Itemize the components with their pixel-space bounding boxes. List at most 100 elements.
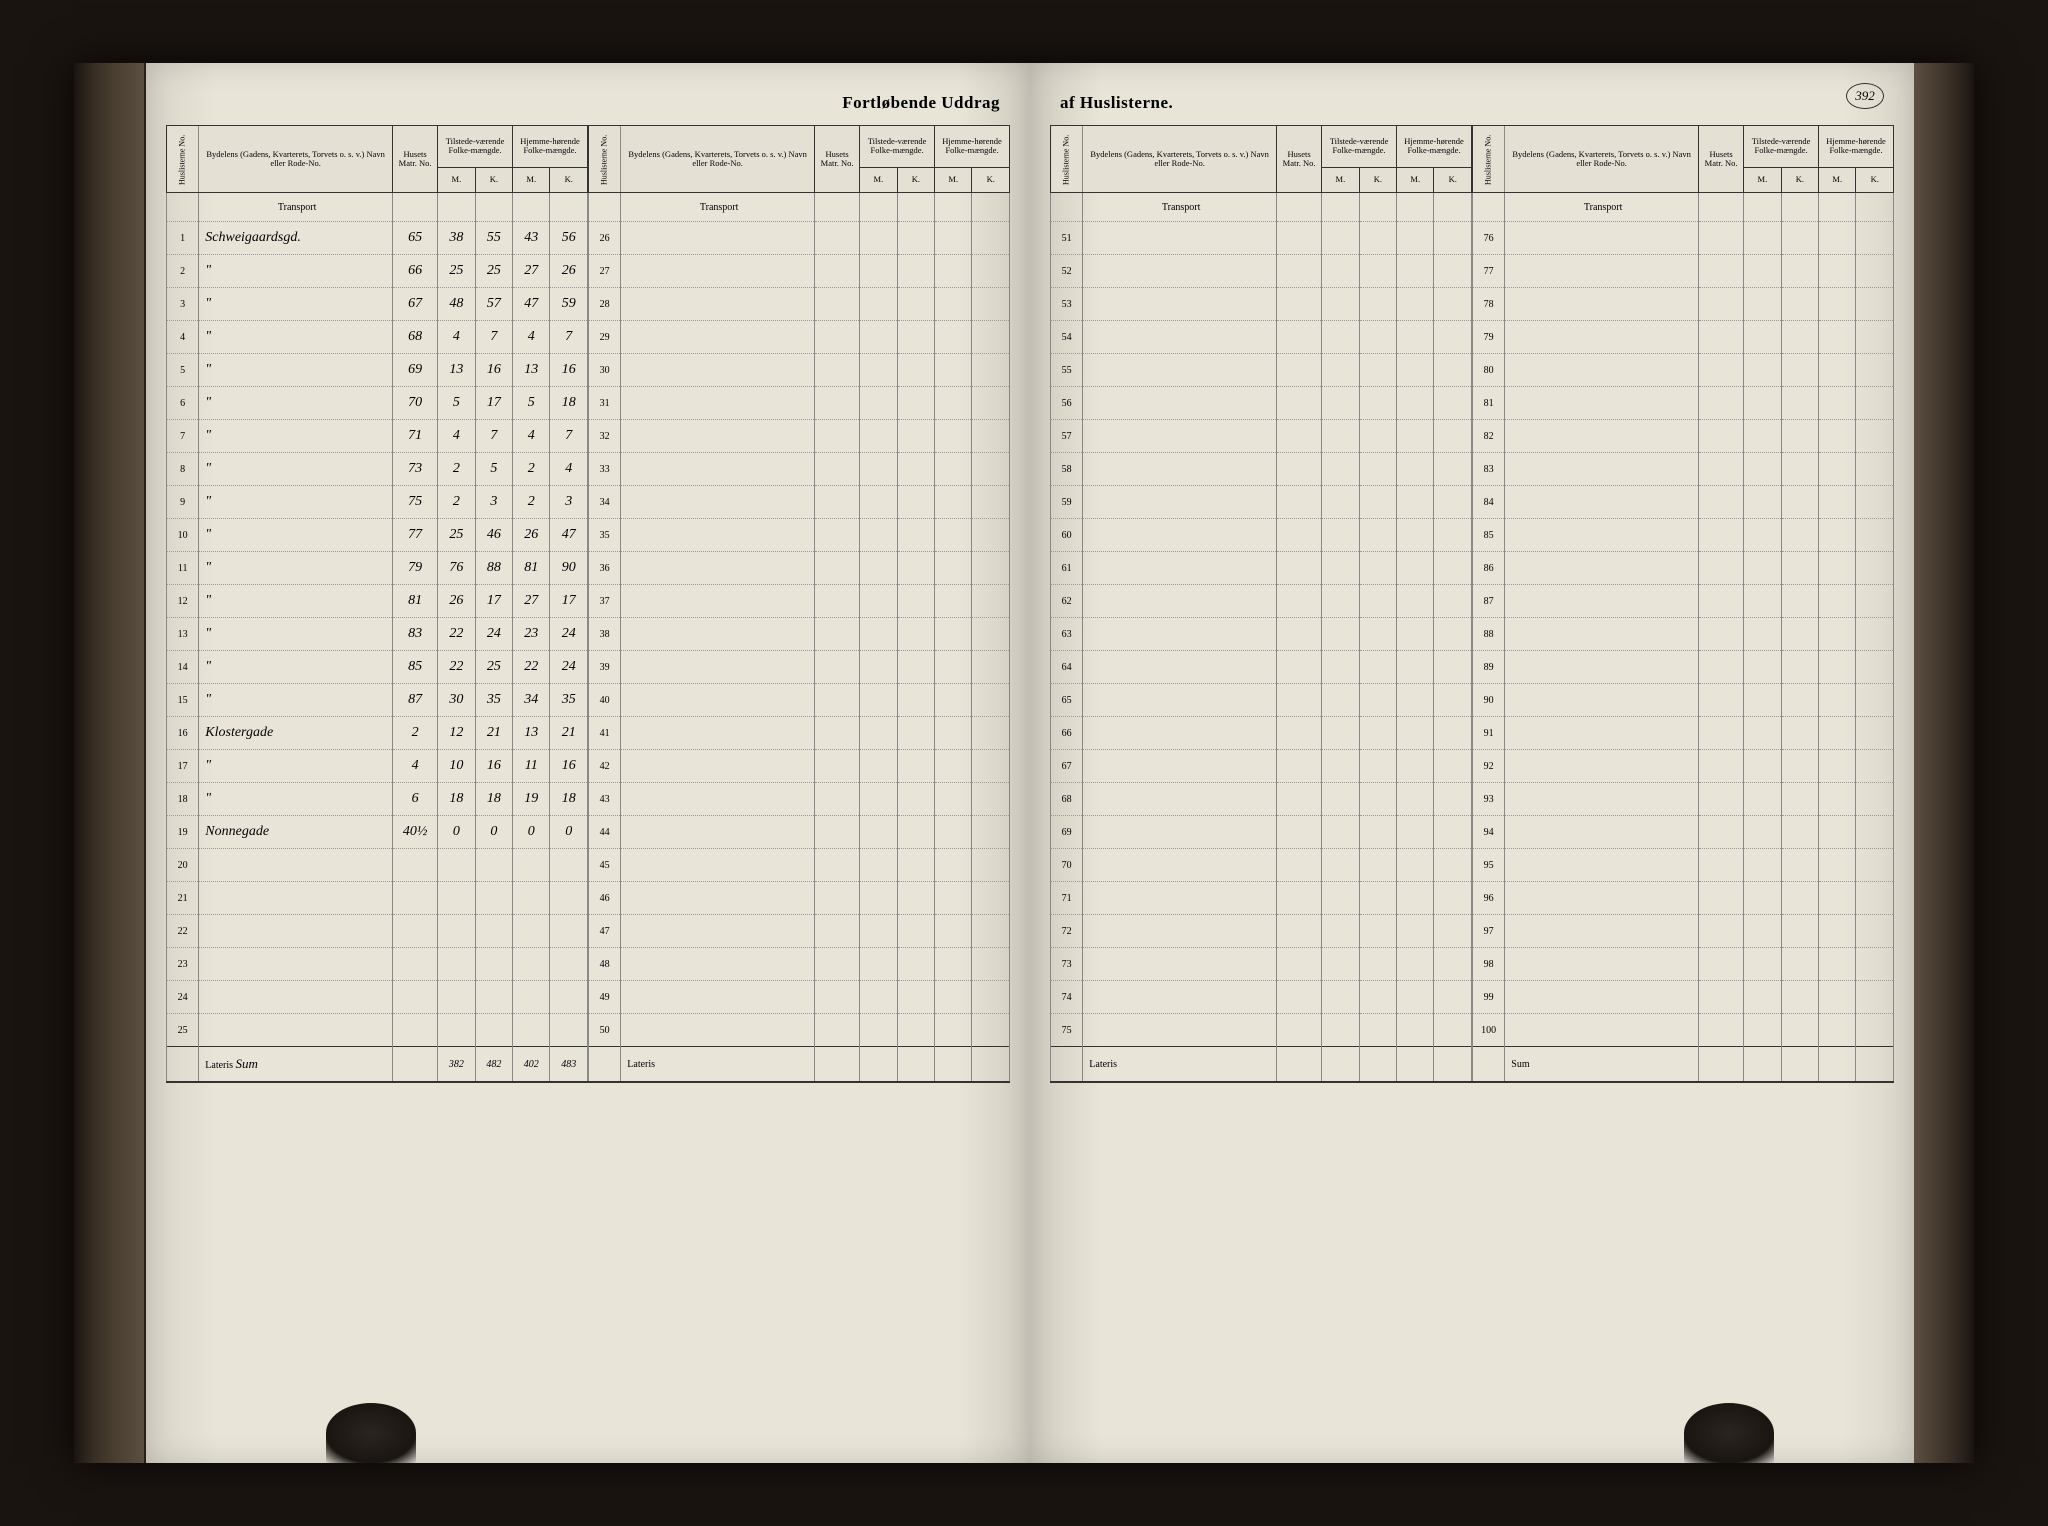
table-row: Lateris Sum382482402483: [167, 1047, 588, 1083]
col-k: K.: [550, 167, 588, 192]
table-row: 29: [589, 321, 1010, 354]
table-row: 51: [1051, 222, 1472, 255]
table-row: 20: [167, 849, 588, 882]
table-row: 88: [1473, 618, 1894, 651]
table-row: 44: [589, 816, 1010, 849]
table-row: 32: [589, 420, 1010, 453]
page-title-right: af Huslisterne.: [1050, 93, 1894, 113]
table-row: 78: [1473, 288, 1894, 321]
ledger-book: Fortløbende Uddrag Huslisterne No. Bydel…: [74, 63, 1974, 1463]
table-row: 18"618181918: [167, 783, 588, 816]
table-row: 36: [589, 552, 1010, 585]
table-row: 100: [1473, 1014, 1894, 1047]
book-spine-left: [74, 63, 146, 1463]
table-row: 96: [1473, 882, 1894, 915]
table-row: 50: [589, 1014, 1010, 1047]
table-row: 35: [589, 519, 1010, 552]
table-row: 55: [1051, 354, 1472, 387]
table-row: 47: [589, 915, 1010, 948]
table-row: 1Schweigaardsgd.6538554356: [167, 222, 588, 255]
table-row: 87: [1473, 585, 1894, 618]
table-row: 83: [1473, 453, 1894, 486]
page-number: 392: [1846, 83, 1884, 109]
col-m: M.: [438, 167, 475, 192]
table-row: 70: [1051, 849, 1472, 882]
table-row: 58: [1051, 453, 1472, 486]
table-row: 17"410161116: [167, 750, 588, 783]
table-row: 97: [1473, 915, 1894, 948]
table-row: 41: [589, 717, 1010, 750]
table-row: 81: [1473, 387, 1894, 420]
col-husets: Husets Matr. No.: [392, 126, 437, 193]
table-row: 4"684747: [167, 321, 588, 354]
col-bydel: Bydelens (Gadens, Kvarterets, Torvets o.…: [199, 126, 393, 193]
table-row: 80: [1473, 354, 1894, 387]
table-row: 52: [1051, 255, 1472, 288]
book-clip-right: [1684, 1403, 1774, 1463]
table-row: 66: [1051, 717, 1472, 750]
table-row: 79: [1473, 321, 1894, 354]
table-row: 62: [1051, 585, 1472, 618]
table-row: 12"8126172717: [167, 585, 588, 618]
table-block-2: Huslisterne No. Bydelens (Gadens, Kvarte…: [588, 125, 1010, 1083]
table-row: 85: [1473, 519, 1894, 552]
table-row: Transport: [1051, 193, 1472, 222]
table-row: Lateris: [1051, 1047, 1472, 1083]
table-row: 42: [589, 750, 1010, 783]
table-row: 31: [589, 387, 1010, 420]
table-row: 45: [589, 849, 1010, 882]
table-row: Sum: [1473, 1047, 1894, 1083]
table-row: 67: [1051, 750, 1472, 783]
table-row: 26: [589, 222, 1010, 255]
table-row: 64: [1051, 651, 1472, 684]
table-row: 84: [1473, 486, 1894, 519]
table-row: 56: [1051, 387, 1472, 420]
table-row: 28: [589, 288, 1010, 321]
table-row: 82: [1473, 420, 1894, 453]
table-row: Lateris: [589, 1047, 1010, 1083]
table-row: 15"8730353435: [167, 684, 588, 717]
table-row: 74: [1051, 981, 1472, 1014]
table-row: 86: [1473, 552, 1894, 585]
left-page: Fortløbende Uddrag Huslisterne No. Bydel…: [146, 63, 1030, 1463]
right-page: 392 af Huslisterne. Huslisterne No. Byde…: [1030, 63, 1914, 1463]
table-block-4: Huslisterne No. Bydelens (Gadens, Kvarte…: [1472, 125, 1894, 1083]
table-row: 2"6625252726: [167, 255, 588, 288]
table-row: 37: [589, 585, 1010, 618]
col-hjemme: Hjemme-hørende Folke-mængde.: [513, 126, 588, 168]
table-row: 6"70517518: [167, 387, 588, 420]
table-row: 11"7976888190: [167, 552, 588, 585]
table-row: 3"6748574759: [167, 288, 588, 321]
table-row: 5"6913161316: [167, 354, 588, 387]
table-block-1: Huslisterne No. Bydelens (Gadens, Kvarte…: [166, 125, 588, 1083]
table-row: 90: [1473, 684, 1894, 717]
table-row: 38: [589, 618, 1010, 651]
table-row: 9"752323: [167, 486, 588, 519]
table-row: 60: [1051, 519, 1472, 552]
table-row: 91: [1473, 717, 1894, 750]
table-header: Huslisterne No. Bydelens (Gadens, Kvarte…: [167, 126, 588, 193]
table-row: 14"8522252224: [167, 651, 588, 684]
table-row: 39: [589, 651, 1010, 684]
book-clip-left: [326, 1403, 416, 1463]
table-row: 99: [1473, 981, 1894, 1014]
table-row: 95: [1473, 849, 1894, 882]
table-row: 33: [589, 453, 1010, 486]
table-row: 53: [1051, 288, 1472, 321]
table-row: 19Nonnegade40½0000: [167, 816, 588, 849]
table-row: 30: [589, 354, 1010, 387]
table-row: 43: [589, 783, 1010, 816]
table-row: 22: [167, 915, 588, 948]
table-row: 40: [589, 684, 1010, 717]
table-row: 69: [1051, 816, 1472, 849]
table-row: 48: [589, 948, 1010, 981]
table-row: 94: [1473, 816, 1894, 849]
table-row: 75: [1051, 1014, 1472, 1047]
col-tilstede: Tilstede-værende Folke-mængde.: [438, 126, 513, 168]
table-row: 92: [1473, 750, 1894, 783]
table-row: 23: [167, 948, 588, 981]
page-title-left: Fortløbende Uddrag: [166, 93, 1010, 113]
table-row: 13"8322242324: [167, 618, 588, 651]
table-row: 59: [1051, 486, 1472, 519]
table-row: 46: [589, 882, 1010, 915]
